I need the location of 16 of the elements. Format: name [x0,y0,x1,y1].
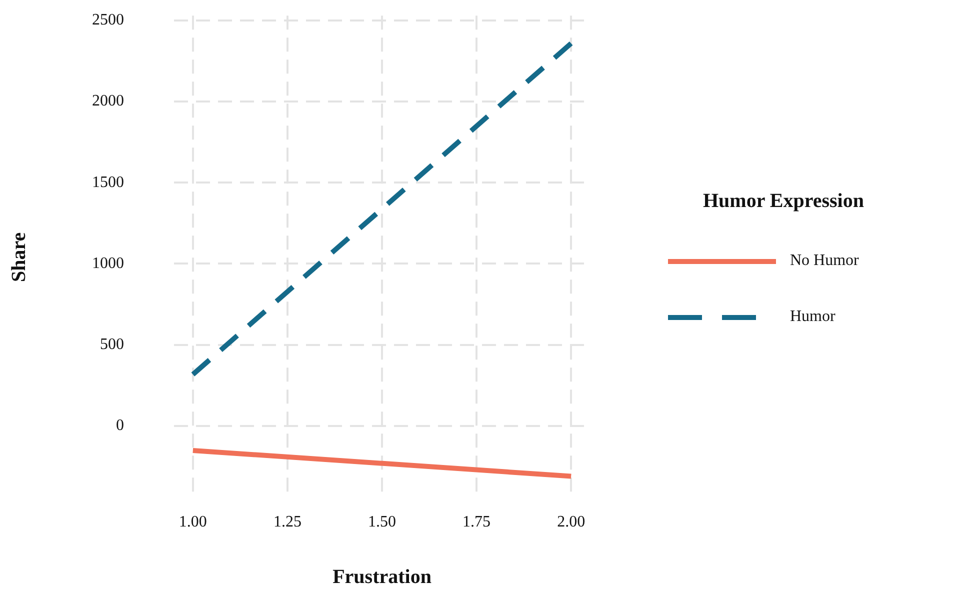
x-tick-label: 1.25 [273,514,302,531]
x-tick-label: 1.00 [178,514,207,531]
legend-label: No Humor [790,252,859,270]
y-tick-label: 500 [100,336,124,353]
x-tick-label: 1.50 [368,514,396,531]
x-tick-label: 2.00 [557,514,586,531]
legend-label: Humor [790,308,836,326]
y-axis-title: Share [8,232,30,282]
legend-title: Humor Expression [703,190,865,213]
x-axis-title: Frustration [332,566,432,588]
y-tick-label: 0 [116,417,124,434]
y-tick-label: 1500 [92,174,124,191]
x-tick-label: 1.75 [462,514,491,531]
y-tick-label: 1000 [92,254,124,272]
y-tick-label: 2500 [92,12,124,29]
y-tick-label: 2000 [92,92,124,110]
